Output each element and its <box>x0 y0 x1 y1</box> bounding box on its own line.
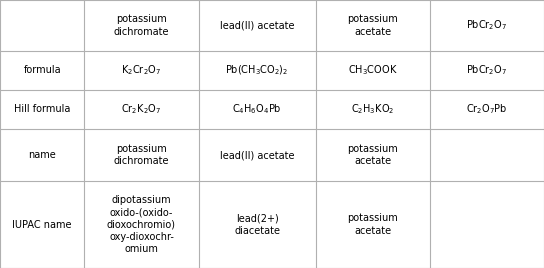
Text: IUPAC name: IUPAC name <box>13 220 72 230</box>
Text: Pb(CH$_3$CO$_2$)$_2$: Pb(CH$_3$CO$_2$)$_2$ <box>225 64 289 77</box>
Text: potassium
dichromate: potassium dichromate <box>114 14 169 36</box>
Text: lead(II) acetate: lead(II) acetate <box>220 20 294 30</box>
Text: potassium
dichromate: potassium dichromate <box>114 144 169 166</box>
Text: lead(II) acetate: lead(II) acetate <box>220 150 294 160</box>
Text: potassium
acetate: potassium acetate <box>347 214 398 236</box>
Text: formula: formula <box>23 65 61 75</box>
Text: potassium
acetate: potassium acetate <box>347 144 398 166</box>
Text: PbCr$_2$O$_7$: PbCr$_2$O$_7$ <box>466 18 508 32</box>
Text: C$_4$H$_6$O$_4$Pb: C$_4$H$_6$O$_4$Pb <box>232 103 282 116</box>
Text: Cr$_2$K$_2$O$_7$: Cr$_2$K$_2$O$_7$ <box>121 103 162 116</box>
Text: PbCr$_2$O$_7$: PbCr$_2$O$_7$ <box>466 63 508 77</box>
Text: dipotassium
oxido-(oxido-
dioxochromio)
oxy-dioxochr-
omium: dipotassium oxido-(oxido- dioxochromio) … <box>107 195 176 255</box>
Text: C$_2$H$_3$KO$_2$: C$_2$H$_3$KO$_2$ <box>351 103 394 116</box>
Text: potassium
acetate: potassium acetate <box>347 14 398 36</box>
Text: name: name <box>28 150 56 160</box>
Text: Cr$_2$O$_7$Pb: Cr$_2$O$_7$Pb <box>466 103 508 116</box>
Text: K$_2$Cr$_2$O$_7$: K$_2$Cr$_2$O$_7$ <box>121 63 162 77</box>
Text: CH$_3$COOK: CH$_3$COOK <box>348 63 398 77</box>
Text: Hill formula: Hill formula <box>14 105 70 114</box>
Text: lead(2+)
diacetate: lead(2+) diacetate <box>234 214 280 236</box>
